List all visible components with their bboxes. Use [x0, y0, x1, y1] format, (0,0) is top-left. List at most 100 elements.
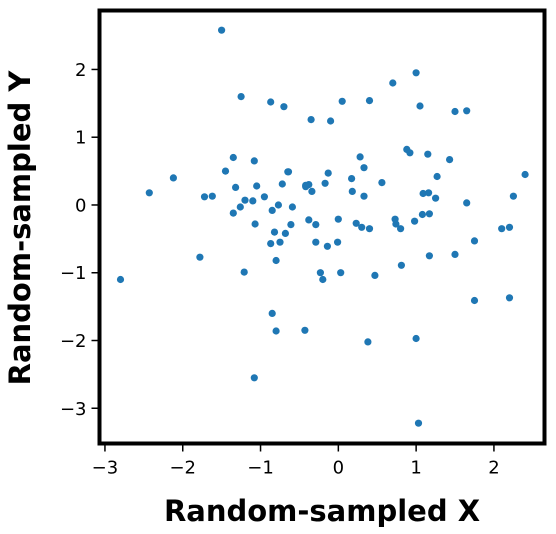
- data-point: [218, 26, 226, 34]
- data-point: [425, 210, 433, 218]
- data-point: [418, 210, 426, 219]
- x-axis-label: Random-sampled X: [164, 494, 480, 528]
- data-point: [145, 189, 153, 197]
- data-point: [360, 164, 368, 172]
- x-tick-label: 2: [488, 458, 499, 479]
- data-point: [463, 199, 471, 207]
- data-point: [278, 180, 286, 188]
- data-point: [268, 309, 276, 317]
- data-point: [334, 215, 342, 223]
- data-point: [356, 153, 364, 161]
- y-tick-label: 0: [75, 195, 86, 216]
- data-point: [267, 98, 275, 106]
- data-point: [338, 97, 346, 105]
- data-point: [200, 193, 209, 201]
- data-point: [280, 103, 288, 111]
- data-point: [272, 327, 280, 335]
- data-point: [371, 271, 379, 279]
- data-point: [229, 209, 237, 217]
- x-tick-label: −2: [169, 458, 196, 479]
- data-point: [470, 296, 479, 305]
- data-point: [307, 116, 315, 124]
- data-point: [425, 189, 433, 197]
- data-point: [260, 193, 268, 201]
- data-point: [432, 194, 440, 202]
- data-point: [463, 107, 471, 115]
- y-tick-label: −1: [60, 263, 87, 284]
- data-point: [365, 225, 374, 233]
- data-point: [321, 179, 329, 187]
- data-point: [397, 261, 405, 269]
- data-point: [498, 225, 506, 233]
- data-point: [287, 221, 295, 229]
- data-point: [301, 326, 309, 334]
- data-point: [272, 256, 280, 265]
- data-point: [451, 107, 459, 116]
- data-point: [169, 174, 177, 182]
- y-axis-label: Random-sampled Y: [3, 70, 37, 386]
- data-point: [308, 187, 316, 195]
- y-tick-label: 2: [75, 60, 86, 81]
- data-point: [470, 237, 479, 245]
- x-tick-label: −3: [92, 458, 119, 479]
- data-point: [389, 79, 397, 87]
- data-point: [312, 238, 320, 246]
- x-axis-ticks: −3 −2 −1 0 1 2: [92, 445, 500, 479]
- data-point: [251, 220, 259, 228]
- data-point: [419, 189, 427, 198]
- data-point: [397, 225, 405, 233]
- data-point: [240, 268, 248, 276]
- x-tick-label: 1: [410, 458, 421, 479]
- data-point: [360, 192, 368, 200]
- data-point: [337, 269, 345, 277]
- data-point: [348, 187, 356, 195]
- data-point: [406, 149, 414, 157]
- data-point: [416, 102, 424, 110]
- data-point: [446, 156, 454, 164]
- data-point: [284, 168, 292, 176]
- data-point: [451, 250, 459, 258]
- data-point: [302, 181, 310, 189]
- y-tick-label: −2: [60, 331, 87, 352]
- x-tick-label: 0: [333, 458, 344, 479]
- data-point: [241, 196, 249, 204]
- data-point: [412, 69, 420, 77]
- data-point: [411, 217, 419, 225]
- data-point: [521, 170, 529, 179]
- data-point: [365, 97, 374, 105]
- data-point: [232, 183, 240, 191]
- data-point: [312, 221, 320, 229]
- data-point: [221, 167, 230, 175]
- y-axis-ticks: −3 −2 −1 0 1 2: [60, 60, 98, 420]
- data-point: [433, 172, 441, 181]
- data-point: [236, 203, 244, 211]
- data-point: [505, 294, 514, 302]
- y-tick-label: −3: [60, 399, 87, 420]
- data-points: [116, 26, 529, 427]
- data-point: [316, 269, 324, 277]
- data-point: [208, 192, 216, 200]
- data-point: [270, 228, 279, 236]
- data-point: [412, 334, 420, 343]
- data-point: [348, 175, 356, 183]
- data-point: [237, 93, 245, 101]
- data-point: [253, 182, 261, 190]
- data-point: [274, 201, 282, 209]
- data-point: [334, 238, 342, 246]
- data-point: [509, 192, 517, 200]
- data-point: [196, 253, 204, 261]
- data-point: [267, 240, 275, 248]
- data-point: [268, 206, 276, 214]
- data-point: [391, 215, 399, 223]
- data-point: [505, 223, 514, 231]
- data-point: [116, 275, 125, 284]
- data-point: [327, 117, 335, 125]
- data-point: [364, 338, 372, 346]
- data-point: [276, 238, 284, 246]
- data-point: [249, 197, 257, 205]
- data-point: [281, 229, 289, 237]
- data-point: [352, 219, 360, 227]
- data-point: [424, 150, 432, 158]
- x-tick-label: −1: [247, 458, 274, 479]
